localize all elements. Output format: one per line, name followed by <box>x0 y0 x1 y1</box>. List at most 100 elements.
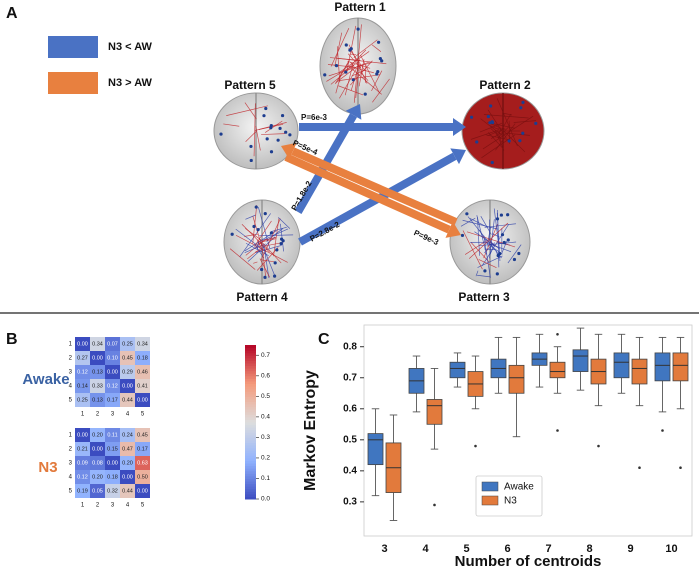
connection <box>371 70 383 92</box>
colorbar-slice <box>245 350 256 354</box>
connection <box>353 24 362 103</box>
connection <box>493 208 499 241</box>
row-label: 1 <box>69 433 73 439</box>
node-dot <box>488 121 492 125</box>
node-dot <box>506 213 510 217</box>
heatmap-cell <box>75 365 90 379</box>
colorbar-slice <box>245 422 256 426</box>
heatmap-cell <box>75 337 90 351</box>
heatmap-cell <box>90 351 105 365</box>
colorbar-tick-label: 0.2 <box>261 455 270 462</box>
node-dot <box>518 139 522 143</box>
node-dot <box>262 114 266 118</box>
node-dot <box>465 212 469 216</box>
connection <box>337 57 387 65</box>
node-dot <box>519 106 523 110</box>
colorbar-slice <box>245 481 256 485</box>
colorbar-slice <box>245 450 256 454</box>
colorbar-tick-label: 0.0 <box>261 496 270 503</box>
node-dot <box>260 267 264 272</box>
outlier <box>661 429 664 432</box>
connection <box>339 74 381 81</box>
heatmap-cell <box>135 379 150 393</box>
node-dot <box>334 64 339 68</box>
connection <box>501 113 512 130</box>
heatmap-cell <box>120 484 135 498</box>
edge-arrow <box>291 147 458 226</box>
heatmap-cell <box>75 456 90 470</box>
colorbar-slice <box>245 437 256 441</box>
node-dot <box>496 253 500 258</box>
node-dot <box>356 27 360 31</box>
cell-label: 0.09 <box>77 460 88 466</box>
node-dot <box>495 272 499 276</box>
row-label: 3 <box>69 461 73 467</box>
row-label: 3 <box>69 370 73 376</box>
y-tick-label: 0.6 <box>343 403 357 414</box>
col-label: 5 <box>141 503 145 509</box>
connection <box>481 223 510 266</box>
panel-label: A <box>6 5 18 22</box>
cell-label: 0.20 <box>92 432 103 438</box>
connection <box>261 133 285 135</box>
colorbar-slice <box>245 347 256 351</box>
outlier <box>474 444 477 448</box>
heatmap-cell <box>90 442 105 456</box>
node-label: Pattern 1 <box>334 0 386 14</box>
colorbar-slice <box>245 427 256 431</box>
arrowhead <box>345 104 362 120</box>
colorbar-slice <box>245 355 256 359</box>
cell-label: 0.20 <box>122 460 133 466</box>
cell-label: 0.25 <box>77 397 88 403</box>
x-tick-label: 4 <box>422 543 429 555</box>
node-dot <box>483 269 487 273</box>
node-dot <box>273 274 277 278</box>
colorbar-tick-label: 0.5 <box>261 393 270 400</box>
legend-label: N3 < AW <box>108 41 153 53</box>
node-dot <box>534 121 538 125</box>
connection <box>245 214 256 220</box>
colorbar-tick-label: 0.7 <box>261 352 270 359</box>
connection <box>254 243 265 259</box>
node-dot <box>252 224 256 229</box>
connection <box>247 247 263 260</box>
row-label: 2 <box>69 447 73 453</box>
connection <box>358 69 369 81</box>
node-dot <box>263 212 267 216</box>
row-label: 1 <box>69 342 73 348</box>
cell-label: 0.34 <box>137 341 148 347</box>
node-dot <box>263 275 267 279</box>
node-dot <box>500 233 505 237</box>
connection <box>262 238 277 243</box>
colorbar-slice <box>245 404 256 408</box>
edge-label: P=6e-3 <box>301 113 328 122</box>
node-dot <box>284 130 288 134</box>
colorbar-slice <box>245 393 256 397</box>
node-dot <box>512 257 517 262</box>
colorbar-slice <box>245 486 256 490</box>
col-label: 4 <box>126 503 130 509</box>
colorbar-slice <box>245 398 256 402</box>
legend-swatch <box>481 481 499 492</box>
heatmap-cell <box>75 484 90 498</box>
col-label: 2 <box>96 503 100 509</box>
outlier <box>556 333 559 336</box>
heatmap-cell <box>135 470 150 484</box>
arrowhead <box>445 221 461 238</box>
colorbar-slice <box>245 362 256 367</box>
connection <box>482 115 534 150</box>
connection <box>344 63 354 96</box>
heatmap-cell <box>90 393 105 407</box>
cell-label: 0.18 <box>107 474 118 480</box>
connection <box>507 244 522 264</box>
heatmap-cell <box>75 351 90 365</box>
cell-label: 0.45 <box>122 355 133 361</box>
outlier <box>556 429 559 432</box>
row-label: 4 <box>69 384 73 390</box>
node-dot <box>279 241 283 246</box>
connection <box>475 270 479 277</box>
connection <box>484 248 496 250</box>
colorbar-slice <box>245 373 256 377</box>
node-dot <box>269 150 274 154</box>
connection <box>460 217 476 227</box>
